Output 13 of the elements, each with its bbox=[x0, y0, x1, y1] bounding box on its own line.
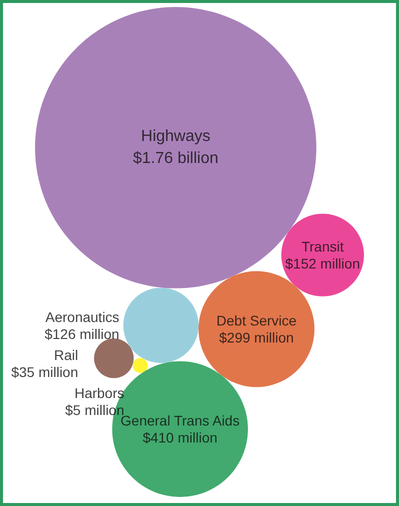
category-label: Harbors bbox=[74, 384, 124, 401]
data-label: $410 million bbox=[142, 430, 218, 446]
category-label: General Trans Aids bbox=[120, 412, 240, 429]
category-label: Rail bbox=[54, 346, 78, 363]
data-label: $299 million bbox=[219, 330, 294, 346]
data-label: $126 million bbox=[44, 326, 120, 342]
category-label: Transit bbox=[301, 238, 344, 255]
category-label: Highways bbox=[141, 128, 210, 146]
category-label: Aeronautics bbox=[45, 308, 120, 325]
data-label: $1.76 billion bbox=[132, 150, 218, 168]
category-label: Debt Service bbox=[216, 312, 297, 329]
data-label: $35 million bbox=[11, 364, 78, 380]
data-label: $152 million bbox=[285, 256, 360, 272]
